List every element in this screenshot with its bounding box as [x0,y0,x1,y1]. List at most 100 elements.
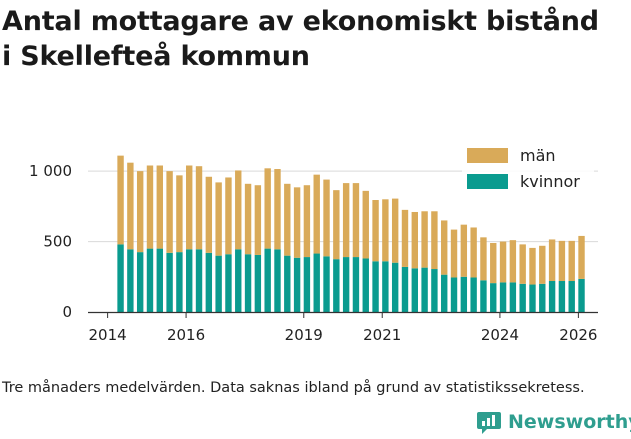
bar-kvinnor [225,254,232,312]
bar-man [274,169,281,250]
bar-kvinnor [470,277,477,312]
bar-kvinnor [441,274,448,312]
bar-man [460,224,468,277]
legend: män kvinnor [462,144,594,196]
bar-kvinnor [539,283,546,312]
bar-kvinnor [509,282,517,312]
bar-kvinnor [215,255,222,312]
bar-kvinnor [303,257,311,312]
bar-kvinnor [254,254,262,312]
bar-man [470,227,477,278]
bar-kvinnor [333,259,340,312]
y-tick-label: 1 000 [29,162,72,180]
bar-kvinnor [519,283,526,312]
axes: 0 500 1 000 2014 2016 2019 2021 2024 2026 [29,162,598,344]
x-tick-label: 2019 [285,326,323,344]
bar-kvinnor [352,257,360,312]
bar-kvinnor [284,255,291,312]
bar-kvinnor [411,268,418,312]
bar-kvinnor [460,276,468,312]
bar-man [490,242,497,284]
bar-kvinnor [136,252,144,312]
bar-kvinnor [235,249,242,312]
x-tick-label: 2016 [167,326,205,344]
newsworthy-logo: Newsworthy [476,408,631,436]
bar-kvinnor [431,269,438,312]
legend-label: män [520,146,556,165]
bar-kvinnor [176,252,183,312]
bar-man [519,244,526,284]
bar-kvinnor [548,281,556,312]
bar-kvinnor [146,248,154,312]
bar-kvinnor [244,254,252,312]
bar-kvinnor [372,261,379,312]
bar-kvinnor [127,249,134,312]
bar-kvinnor [391,262,399,312]
bar-kvinnor [401,266,409,312]
bar-kvinnor [293,257,301,312]
bars [117,155,585,312]
y-tick-label: 0 [62,303,72,321]
bar-kvinnor [568,281,575,312]
y-tick-label: 500 [43,233,72,251]
footnote: Tre månaders medelvärden. Data saknas ib… [2,380,585,396]
bar-kvinnor [499,282,507,312]
bar-man [411,211,418,269]
bar-man [117,155,124,245]
bar-kvinnor [323,256,330,312]
legend-swatch [467,174,508,189]
bar-man [558,240,566,282]
bar-man [333,190,340,260]
bar-man [176,175,183,253]
bar-man [166,171,173,253]
bar-man [539,245,546,284]
bar-kvinnor [205,252,213,312]
bar-man [293,187,301,258]
bar-man [480,237,487,281]
bar-man [313,174,320,254]
x-tick-label: 2026 [559,326,597,344]
bar-man [431,211,438,270]
bar-man [136,171,144,253]
bar-kvinnor [186,249,193,312]
bar-man [284,183,291,256]
bar-kvinnor [382,261,389,312]
chart: 0 500 1 000 2014 2016 2019 2021 2024 2026 män kvi… [29,144,598,344]
bar-kvinnor [195,249,203,312]
chart-title-line-2: i Skellefteå kommun [2,41,310,72]
bar-man [303,185,311,258]
bar-kvinnor [480,280,487,312]
bar-man [382,199,389,262]
chart-title: Antal mottagare av ekonomiskt bistånd i … [2,4,629,74]
bar-man [254,185,262,255]
bar-man [264,168,271,249]
bar-man [401,209,409,267]
bar-man [450,229,458,278]
bar-man [195,166,203,250]
x-tick-label: 2024 [481,326,519,344]
bar-man [568,240,575,282]
chart-title-line-1: Antal mottagare av ekonomiskt bistånd [2,6,599,37]
bar-kvinnor [558,281,566,312]
bar-man [156,165,163,249]
bar-kvinnor [264,248,271,312]
bar-man [578,235,585,279]
bar-man [372,200,379,262]
bar-man [391,198,399,263]
bar-man [441,220,448,275]
bar-man [146,165,154,249]
bar-man [352,183,360,258]
bar-kvinnor [274,249,281,312]
bar-man [244,183,252,255]
bar-kvinnor [313,253,320,312]
bar-kvinnor [529,284,536,312]
bar-man [342,183,350,258]
bar-kvinnor [156,248,163,312]
bar-man [421,211,428,268]
bar-kvinnor [578,278,585,312]
x-tick-label: 2014 [89,326,127,344]
bar-man [235,170,242,250]
bar-kvinnor [117,244,124,312]
bar-kvinnor [166,252,173,312]
bar-man [499,241,507,283]
